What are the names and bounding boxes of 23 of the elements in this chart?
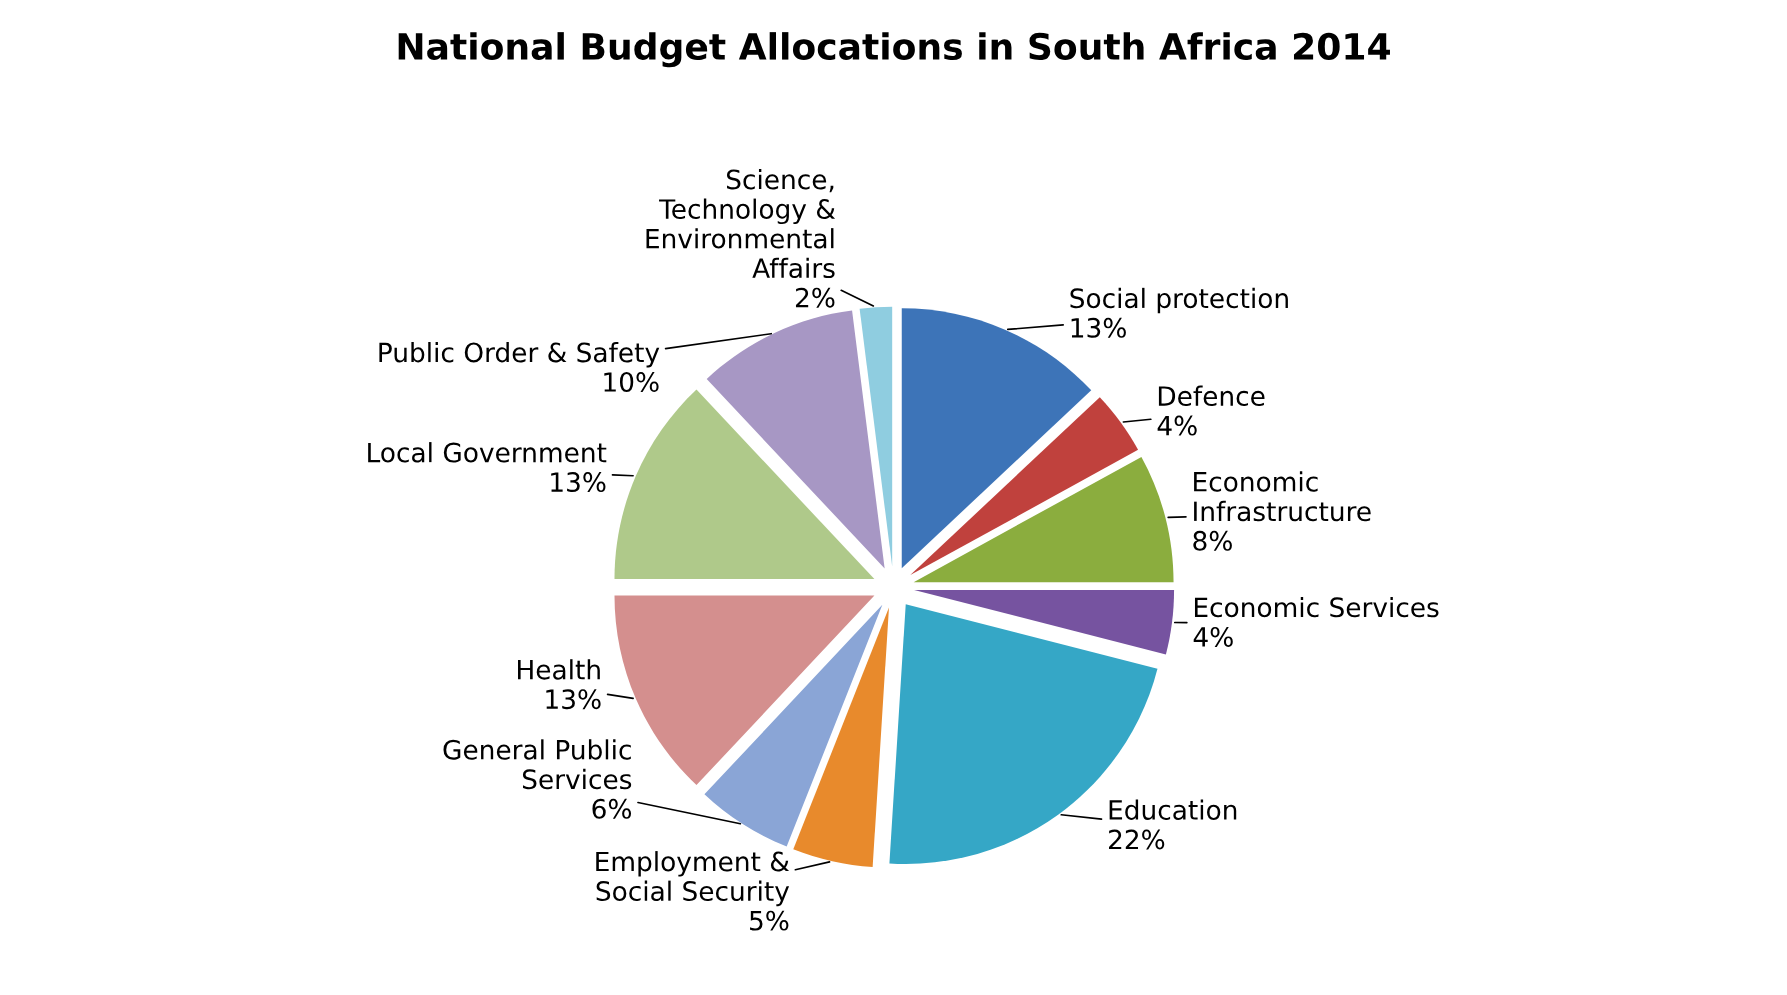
slice-label: Public Order & Safety xyxy=(379,342,660,368)
data-label: 8% xyxy=(1193,530,1232,551)
slice-label: Employment & Social Security xyxy=(596,851,790,907)
slice-label: Defence xyxy=(1158,385,1265,407)
slice-label: General Public Services xyxy=(443,739,632,790)
data-label: 4% xyxy=(1157,415,1197,436)
slice-label: Economic Services xyxy=(1194,596,1439,618)
data-label: 6% xyxy=(592,798,632,819)
data-label: 10% xyxy=(604,372,659,392)
chart-title: National Budget Allocations in South Africa 2014 xyxy=(398,32,1390,68)
data-label: 4% xyxy=(1193,626,1233,647)
slice-label: Education xyxy=(1109,799,1237,820)
slice-label: Health xyxy=(518,659,600,680)
data-label: 13% xyxy=(546,689,601,710)
data-label: 22% xyxy=(1109,829,1165,850)
data-label: 13% xyxy=(1071,317,1126,338)
slice-label: Local Government xyxy=(368,442,607,463)
slice-label: Science, Technology & Environmental Affairs xyxy=(646,169,836,279)
data-label: 5% xyxy=(750,910,789,931)
slice-label: Economic Infrastructure xyxy=(1194,471,1371,522)
data-label: 2% xyxy=(795,287,835,308)
slice-label: Social protection xyxy=(1070,287,1288,314)
data-label: 13% xyxy=(551,472,606,493)
